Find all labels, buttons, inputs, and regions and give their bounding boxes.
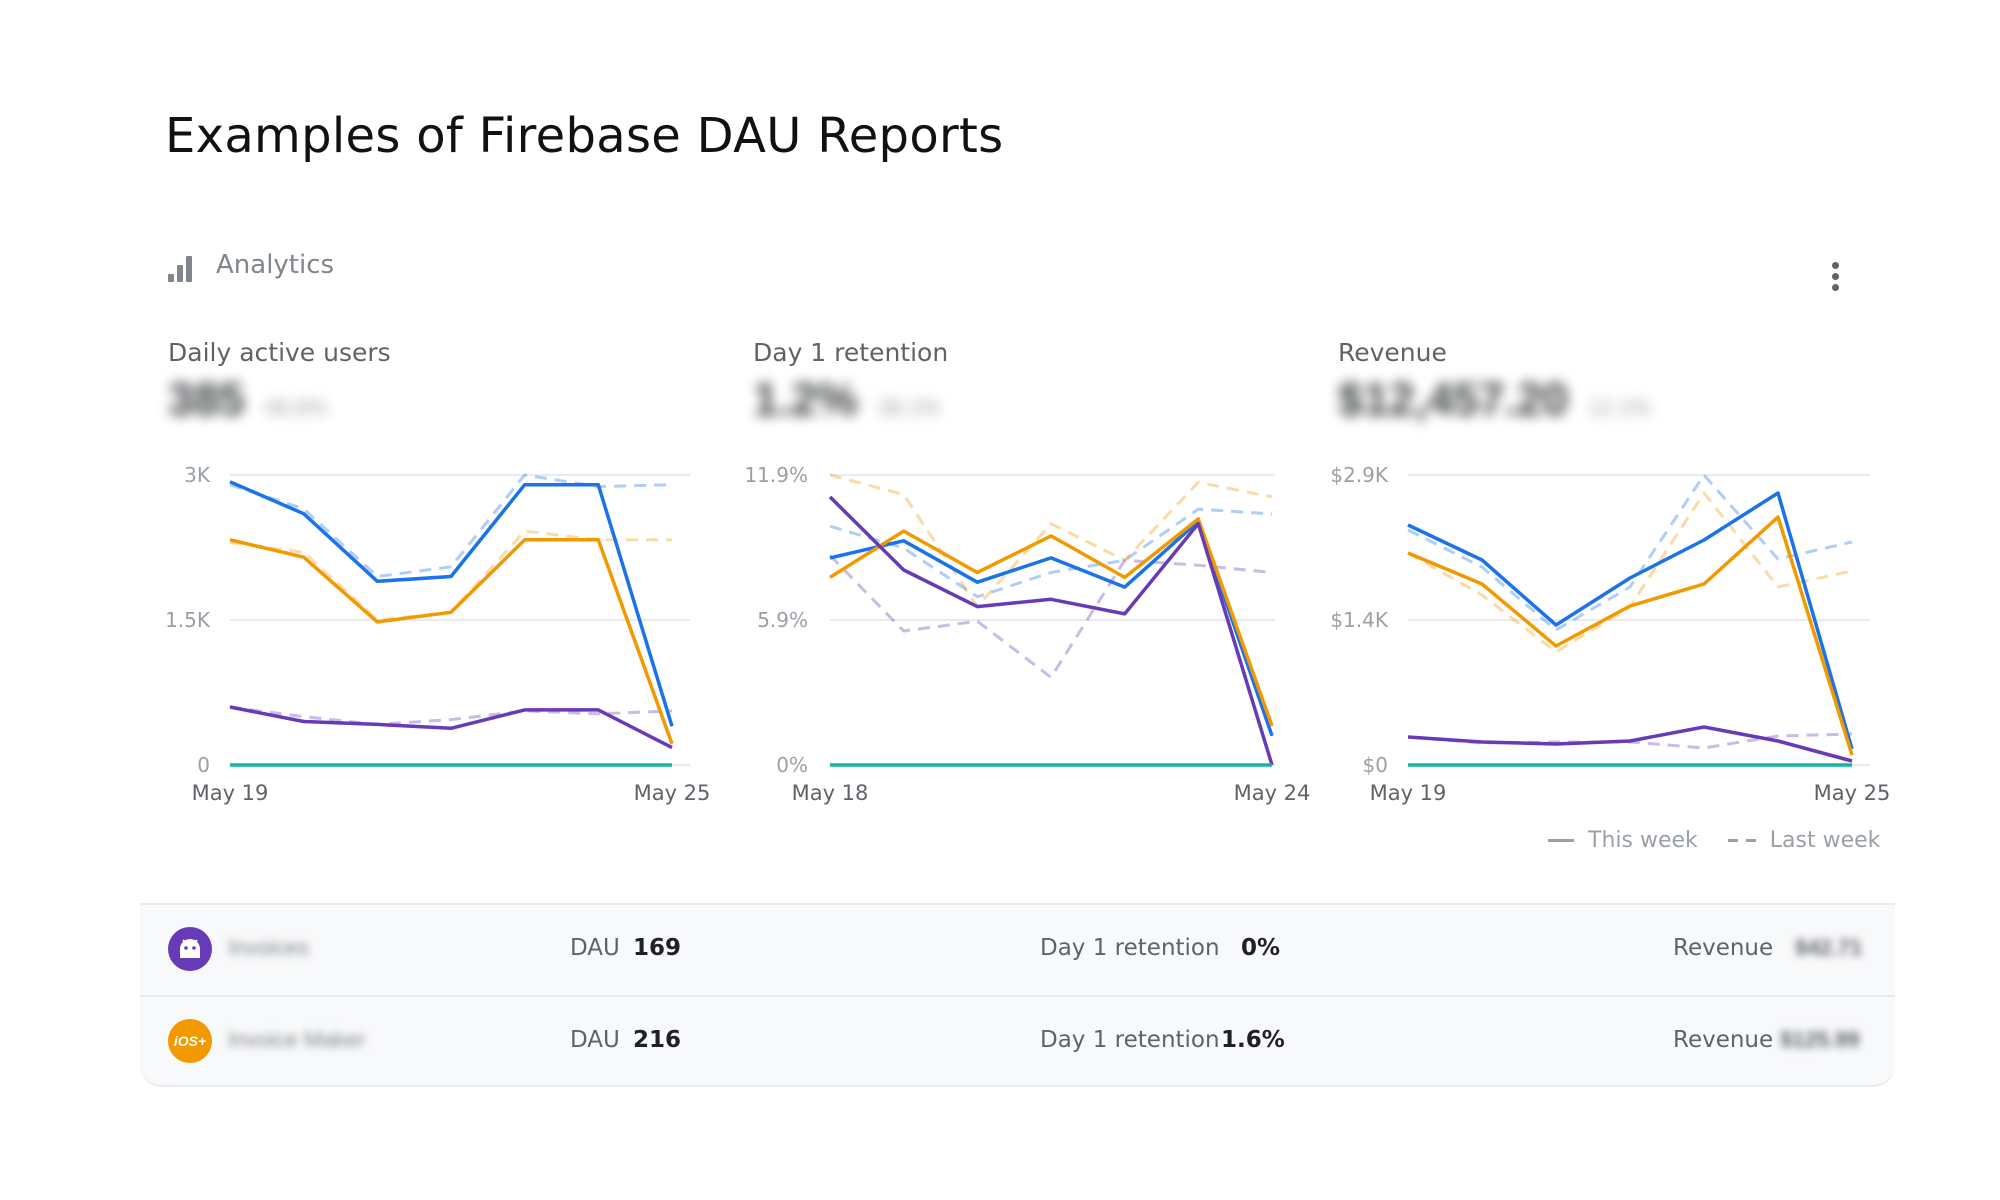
legend-last-week-label: Last week	[1769, 828, 1881, 853]
dau-label: DAU	[570, 1027, 620, 1053]
y-tick-label: $2.9K	[1330, 463, 1389, 487]
panel-value-dau: 385 46.6%	[168, 373, 328, 425]
page-heading: Examples of Firebase DAU Reports	[165, 108, 1004, 164]
x-tick-label: May 25	[634, 781, 711, 805]
panel-title-revenue: Revenue	[1338, 338, 1447, 367]
series-line-last-week	[829, 507, 1273, 599]
ios-icon: iOS+	[168, 1019, 212, 1063]
series-line-this-week	[1407, 725, 1853, 763]
table-row[interactable]: Invoices DAU 169 Day 1 retention 0% Reve…	[140, 905, 1895, 993]
series-line-this-week	[229, 705, 673, 750]
series-line-last-week	[229, 705, 673, 726]
panel-title-dau: Daily active users	[168, 338, 391, 367]
series-line-last-week	[1407, 473, 1853, 632]
x-tick-label: May 19	[1370, 781, 1447, 805]
series-line-this-week	[1407, 491, 1854, 750]
panel-title-retention: Day 1 retention	[753, 338, 949, 367]
app-name: Invoice Maker	[228, 1027, 365, 1052]
revenue-value: $125.99	[1780, 1027, 1860, 1052]
chart-revenue: $2.9K $1.4K $0 May 19 May 25	[1330, 463, 1890, 805]
x-tick-label: May 19	[192, 781, 269, 805]
x-tick-label: May 18	[792, 781, 869, 805]
retention-value: 0%	[1241, 935, 1281, 961]
charts-canvas: 3K 1.5K 0 May 19 May 25 11.9% 5.9% 0% May 18 May…	[165, 463, 1890, 805]
card-header: Analytics	[168, 248, 334, 282]
legend-this-week: This week	[1548, 828, 1698, 853]
panel-value-retention: 1.2% 38.1%	[753, 373, 941, 425]
dau-value: 216	[633, 1027, 682, 1053]
y-tick-label: 0%	[776, 753, 808, 777]
y-tick-label: 3K	[184, 463, 211, 487]
x-tick-label: May 24	[1234, 781, 1311, 805]
dashed-line-icon	[1727, 839, 1756, 842]
card-title: Analytics	[216, 250, 335, 280]
chart-retention: 11.9% 5.9% 0% May 18 May 24	[744, 463, 1310, 805]
retention-label: Day 1 retention	[1040, 1027, 1220, 1053]
series-line-last-week	[828, 554, 1273, 679]
retention-value: 1.6%	[1221, 1027, 1285, 1053]
y-tick-label: 1.5K	[165, 608, 211, 632]
solid-line-icon	[1548, 839, 1574, 842]
apps-table: Invoices DAU 169 Day 1 retention 0% Reve…	[140, 903, 1895, 1087]
series-line-this-week	[829, 517, 1274, 727]
series-line-last-week	[829, 473, 1273, 609]
legend-this-week-label: This week	[1588, 828, 1698, 853]
y-tick-label: 11.9%	[744, 463, 808, 487]
legend-last-week: Last week	[1727, 828, 1881, 853]
y-tick-label: 5.9%	[757, 608, 808, 632]
dau-value: 169	[633, 935, 682, 961]
series-line-this-week	[229, 480, 674, 727]
bar-chart-icon	[168, 248, 198, 282]
android-icon	[168, 927, 212, 971]
dau-label: DAU	[570, 935, 620, 961]
y-tick-label: $1.4K	[1330, 608, 1389, 632]
y-tick-label: 0	[197, 753, 210, 777]
revenue-value: $42.71	[1795, 935, 1863, 960]
series-line-this-week	[1407, 515, 1854, 756]
more-vert-icon[interactable]	[1825, 262, 1845, 296]
revenue-label: Revenue	[1673, 935, 1774, 961]
x-tick-label: May 25	[1814, 781, 1891, 805]
panel-value-revenue: $12,457.20 12.1%	[1338, 373, 1651, 425]
chart-legend: This week Last week	[1548, 828, 1880, 853]
revenue-label: Revenue	[1673, 1027, 1774, 1053]
retention-label: Day 1 retention	[1040, 935, 1220, 961]
series-line-this-week	[828, 495, 1274, 766]
app-name: Invoices	[228, 935, 309, 960]
series-line-this-week	[229, 538, 674, 745]
y-tick-label: $0	[1363, 753, 1388, 777]
table-row[interactable]: iOS+ Invoice Maker DAU 216 Day 1 retenti…	[140, 995, 1895, 1085]
chart-dau: 3K 1.5K 0 May 19 May 25	[165, 463, 710, 805]
